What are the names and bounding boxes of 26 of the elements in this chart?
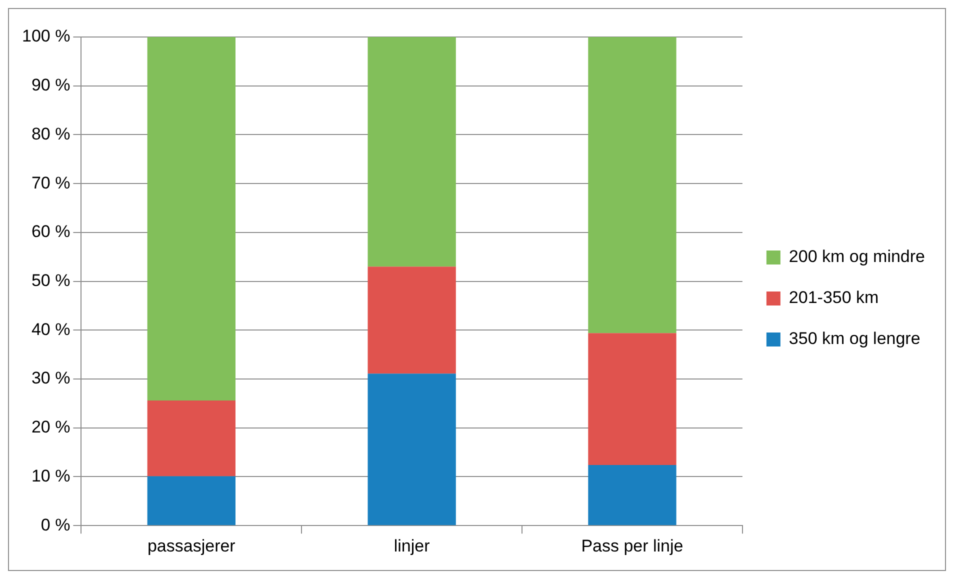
y-tick-label: 80 % <box>31 124 70 144</box>
bar <box>588 333 676 466</box>
bar <box>368 374 456 526</box>
bar <box>147 400 236 476</box>
legend-label: 200 km og mindre <box>788 247 926 266</box>
x-tick-label: linjer <box>394 536 430 556</box>
bar <box>588 37 676 334</box>
y-tick-label: 50 % <box>31 270 70 290</box>
legend-label: 350 km og lengre <box>788 329 920 348</box>
bar <box>147 37 236 401</box>
bar <box>588 465 676 526</box>
x-tick-label: Pass per linje <box>581 536 684 556</box>
y-tick-label: 100 % <box>22 26 70 46</box>
y-tick-label: 90 % <box>31 76 70 95</box>
y-tick-label: 20 % <box>31 418 70 437</box>
y-tick-label: 10 % <box>31 466 70 486</box>
y-tick-label: 40 % <box>31 320 70 339</box>
bar <box>147 476 236 526</box>
x-tick-label: passasjerer <box>147 536 236 556</box>
legend-label: 201-350 km <box>788 288 879 308</box>
y-tick-label: 30 % <box>31 368 70 388</box>
bar <box>368 266 456 374</box>
bar <box>368 37 456 267</box>
y-tick-label: 70 % <box>31 173 70 192</box>
y-tick-label: 60 % <box>31 222 70 242</box>
y-tick-label: 0 % <box>40 515 70 534</box>
